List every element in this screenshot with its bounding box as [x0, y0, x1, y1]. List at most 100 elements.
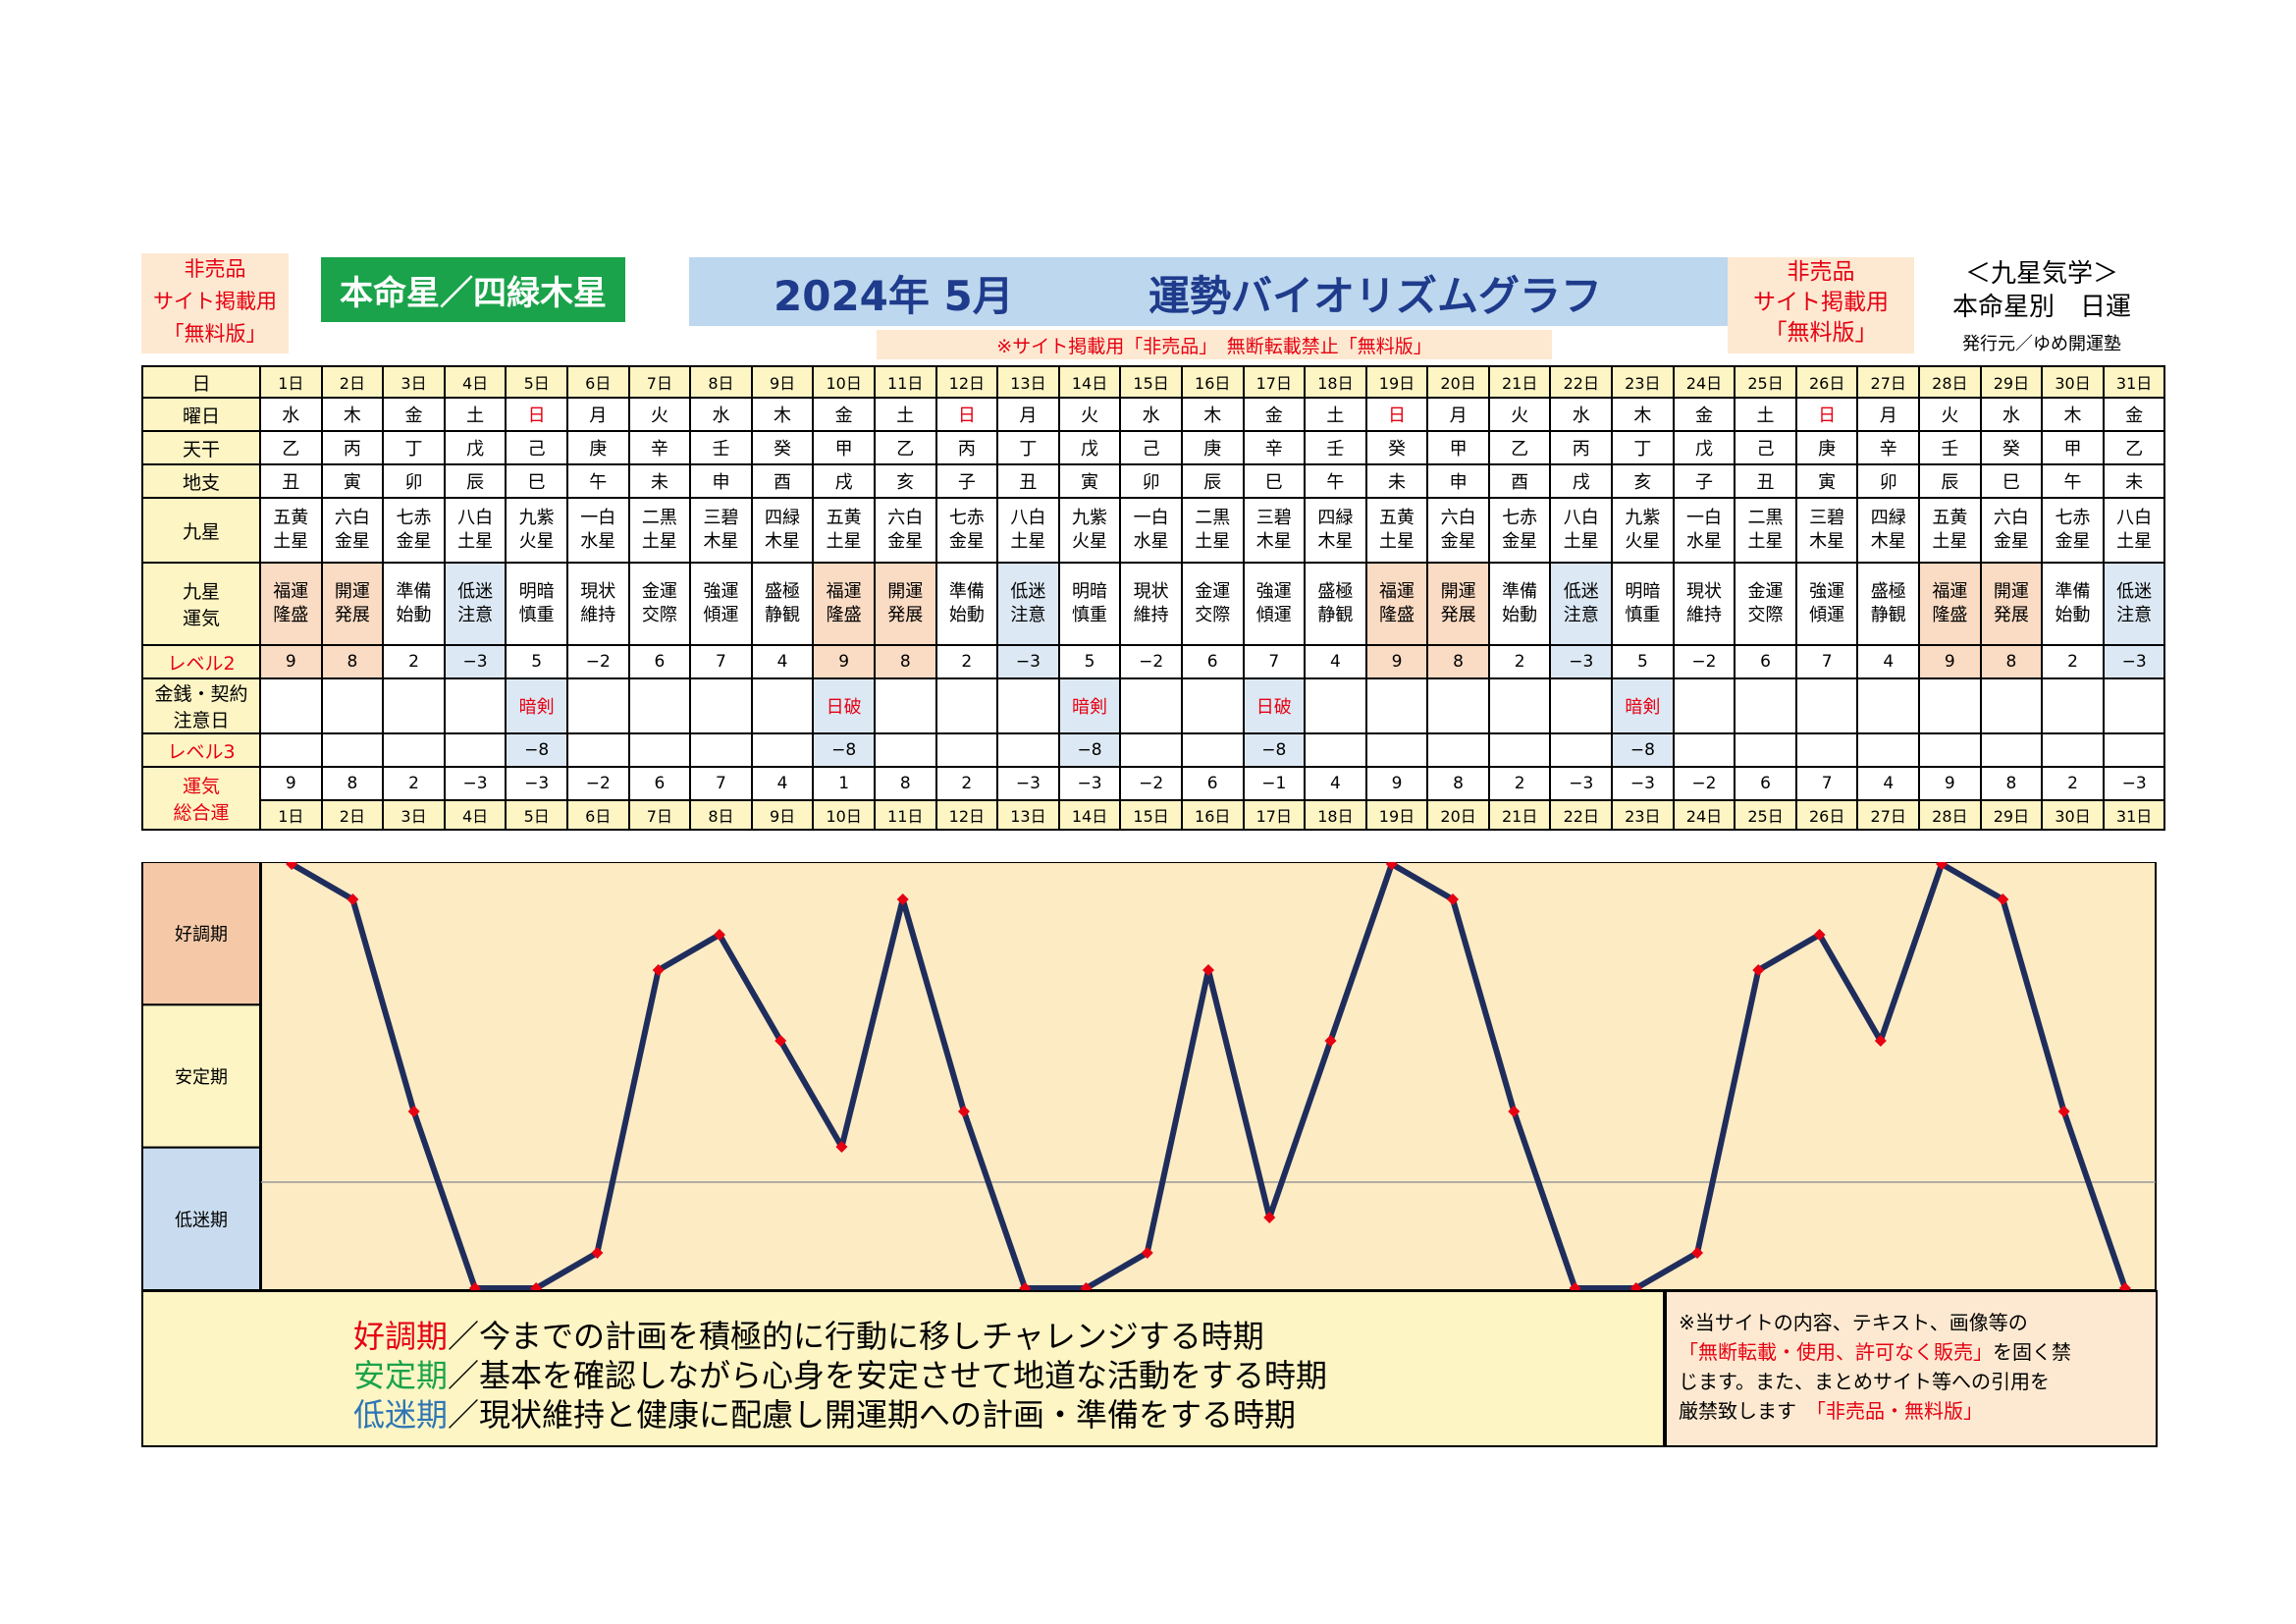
unki-line: 強運	[1255, 581, 1292, 602]
kyusei-line: 土星	[1378, 531, 1415, 552]
chishi-cell: 子	[1672, 463, 1736, 499]
data-point	[1080, 1282, 1093, 1290]
kyusei-cell: 一白 水星	[1119, 497, 1183, 564]
unki-line: 始動	[2055, 605, 2091, 625]
kyusei-cell: 二黒 土星	[1734, 497, 1797, 564]
unki-cell: 福運 隆盛	[1918, 562, 1982, 646]
fortune-table: 日 1日 2日 3日 4日 5日 6日 7日 8日 9日 10日 11日 12日 13日 14日 15日 16日…	[141, 365, 2166, 831]
legend-text: ／基本を確認しながら心身を安定させて地道な活動をする時期	[448, 1357, 1328, 1394]
chishi-cell: 亥	[1611, 463, 1675, 499]
money-caution-cell	[382, 677, 446, 734]
legend-text: ／今までの計画を積極的に行動に移しチャレンジする時期	[448, 1318, 1264, 1355]
day-cell: 16日	[1180, 799, 1245, 831]
level2-cell: 4	[1304, 644, 1367, 679]
unki-cell: 明暗 慎重	[1611, 562, 1675, 646]
money-caution-cell	[1426, 677, 1490, 734]
chishi-cell: 丑	[259, 463, 323, 499]
level3-cell	[382, 732, 446, 768]
band-box	[141, 862, 261, 1006]
kyusei-cell: 四緑 木星	[750, 497, 815, 564]
tenkan-cell: 戊	[1057, 430, 1122, 465]
day-cell: 28日	[1918, 799, 1982, 831]
legend-term-stable: 安定期	[353, 1357, 449, 1394]
kyusei-line: 一白	[1685, 508, 1722, 528]
kyusei-cell: 七赤 金星	[934, 497, 999, 564]
tenkan-cell: 乙	[1487, 430, 1552, 465]
day-cell: 18日	[1304, 799, 1367, 831]
day-cell: 19日	[1364, 799, 1429, 831]
kyusei-line: 木星	[1317, 531, 1354, 552]
kyusei-cell: 七赤 金星	[1487, 497, 1552, 564]
row-label-line: 金銭・契約	[154, 683, 248, 705]
weekday-cell: 水	[1119, 397, 1183, 432]
day-cell: 16日	[1180, 365, 1245, 399]
kyusei-line: 土星	[1195, 531, 1231, 552]
chishi-cell: 寅	[1057, 463, 1122, 499]
day-cell: 22日	[1549, 799, 1614, 831]
kyusei-line: 五黄	[1932, 508, 1968, 528]
notice-red: 「無断転載・使用、許可なく販売」	[1679, 1340, 1993, 1364]
tenkan-cell: 丙	[320, 430, 385, 465]
kyusei-cell: 八白 土星	[1549, 497, 1614, 564]
unki-cell: 金運 交際	[1180, 562, 1245, 646]
level3-cell	[1856, 732, 1921, 768]
kyusei-cell: 六白 金星	[1979, 497, 2044, 564]
notice-text: 厳禁致します	[1679, 1399, 1796, 1423]
kyusei-cell: 三碧 木星	[1242, 497, 1307, 564]
tenkan-cell: 乙	[2102, 430, 2166, 465]
level3-cell	[1794, 732, 1859, 768]
data-point	[407, 1106, 420, 1117]
unki-cell: 開運 発展	[1979, 562, 2044, 646]
data-point	[530, 1282, 543, 1290]
unki-cell: 福運 隆盛	[1364, 562, 1429, 646]
unki-line: 隆盛	[1378, 605, 1415, 625]
row-label-line: 九星	[182, 581, 220, 603]
tenkan-cell: 己	[1734, 430, 1797, 465]
kyusei-cell: 三碧 木星	[1794, 497, 1859, 564]
day-cell: 2日	[320, 365, 385, 399]
tenkan-cell: 戊	[443, 430, 507, 465]
day-cell: 3日	[382, 799, 446, 831]
unki-cell: 強運 傾運	[689, 562, 753, 646]
money-caution-cell: 暗剣	[505, 677, 568, 734]
unki-line: 発展	[887, 605, 924, 625]
left-notice-line: 「無料版」	[163, 322, 267, 346]
unki-line: 明暗	[518, 581, 555, 602]
data-point	[1997, 893, 2009, 905]
money-caution-cell	[750, 677, 815, 734]
day-cell: 11日	[873, 799, 937, 831]
level2-cell: 7	[1242, 644, 1307, 679]
unki-line: 静観	[1317, 605, 1354, 625]
day-cell: 4日	[443, 365, 507, 399]
tenkan-cell: 丁	[996, 430, 1060, 465]
day-cell: 10日	[812, 365, 876, 399]
level3-cell	[2102, 732, 2166, 768]
chishi-cell: 午	[565, 463, 630, 499]
day-cell: 25日	[1734, 365, 1797, 399]
day-cell: 31日	[2102, 799, 2166, 831]
unki-line: 隆盛	[273, 605, 309, 625]
money-caution-cell	[873, 677, 937, 734]
money-caution-cell	[1734, 677, 1797, 734]
data-point	[1202, 964, 1214, 976]
tenkan-cell: 乙	[259, 430, 323, 465]
unki-cell: 開運 発展	[1426, 562, 1490, 646]
unki-cell: 盛極 静観	[750, 562, 815, 646]
unki-cell: 金運 交際	[627, 562, 692, 646]
unki-line: 盛極	[1870, 581, 1906, 602]
money-caution-cell	[934, 677, 999, 734]
unki-line: 現状	[1133, 581, 1169, 602]
data-point	[1385, 862, 1398, 870]
weekday-cell: 月	[1426, 397, 1490, 432]
legend-item: 低迷期／現状維持と健康に配慮し開運期への計画・準備をする時期	[353, 1390, 1296, 1435]
chishi-cell: 卯	[1119, 463, 1183, 499]
unki-line: 注意	[2116, 605, 2153, 625]
notice-line: ※当サイトの内容、テキスト、画像等の	[1679, 1311, 2028, 1334]
weekday-cell: 木	[2041, 397, 2105, 432]
kyusei-line: 水星	[1133, 531, 1169, 552]
money-caution-cell	[1856, 677, 1921, 734]
day-cell: 5日	[505, 799, 568, 831]
money-caution-cell	[565, 677, 630, 734]
unki-cell: 強運 傾運	[1794, 562, 1859, 646]
unki-line: 隆盛	[826, 605, 862, 625]
